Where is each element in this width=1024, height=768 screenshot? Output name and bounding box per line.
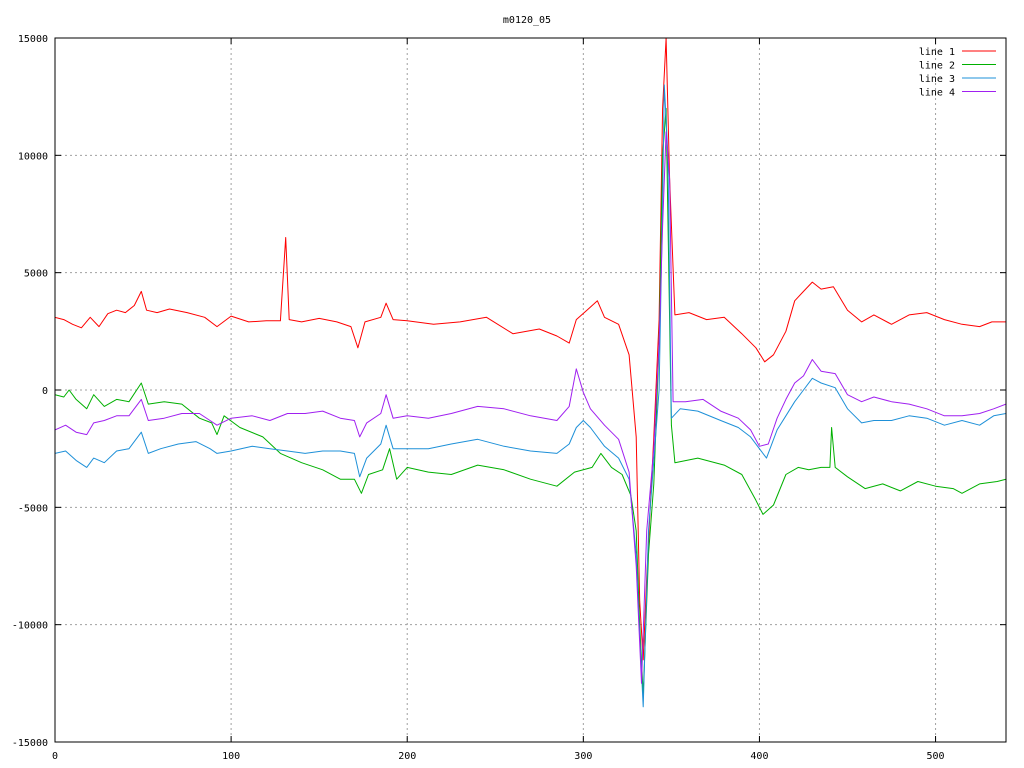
- legend-label: line 3: [919, 74, 955, 85]
- y-tick-label: 5000: [24, 269, 48, 280]
- legend-label: line 2: [919, 61, 955, 72]
- y-tick-label: 10000: [18, 151, 48, 162]
- chart-title: m0120_05: [503, 15, 551, 26]
- y-tick-label: -10000: [12, 621, 48, 632]
- plot-frame: [54, 37, 1007, 743]
- legend-label: line 1: [919, 47, 955, 58]
- y-tick-label: 0: [42, 386, 48, 397]
- x-tick-label: 500: [927, 751, 945, 762]
- x-tick-label: 200: [398, 751, 416, 762]
- series-line-4: [55, 131, 1006, 684]
- y-tick-label: -5000: [18, 503, 48, 514]
- x-tick-label: 0: [52, 751, 58, 762]
- legend-label: line 4: [919, 88, 955, 99]
- plot-area: [55, 38, 1006, 708]
- y-tick-label: 15000: [18, 34, 48, 45]
- x-tick-label: 400: [750, 751, 768, 762]
- x-tick-label: 100: [222, 751, 240, 762]
- grid: [55, 38, 1006, 742]
- series-line-3: [55, 84, 1006, 708]
- x-tick-label: 300: [574, 751, 592, 762]
- series-line-1: [55, 38, 1006, 661]
- legend: line 1 line 2 line 3 line 4: [919, 47, 996, 99]
- y-tick-label: -15000: [12, 738, 48, 749]
